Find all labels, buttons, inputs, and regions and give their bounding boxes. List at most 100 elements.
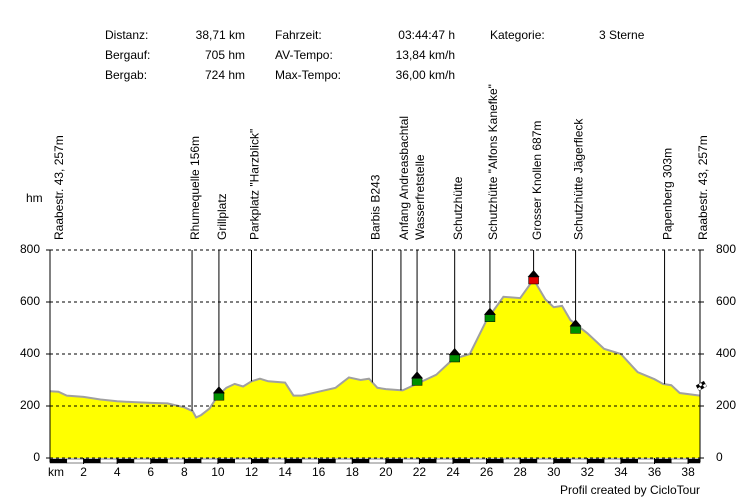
km-segment [637,458,655,464]
km-segment [536,458,554,464]
x-tick-label: 12 [245,465,259,479]
waypoint-label: Parkplatz "Harzblick" [248,129,262,240]
km-segment [133,458,151,464]
x-tick-label: 38 [681,465,695,479]
km-segment [587,458,605,464]
waypoint-roof [569,319,582,327]
x-tick-label: 26 [480,465,494,479]
km-segment [620,458,638,464]
waypoint-label: Wasserfretstelle [413,154,427,240]
km-segment [251,458,269,464]
km-segment [100,458,118,464]
y-tick-label: 800 [20,242,40,256]
km-segment [66,458,84,464]
y-tick-label-right: 400 [716,346,736,360]
waypoint-marker [528,276,539,285]
y-tick-label-right: 200 [716,398,736,412]
waypoint-label: Grosser Knollen 687m [530,121,544,240]
km-segment [184,458,202,464]
x-tick-label: 24 [446,465,460,479]
y-tick-label-right: 0 [716,450,723,464]
km-segment [335,458,353,464]
waypoint-label: Schutzhütte "Alfons Kanefke" [486,84,500,240]
km-segment [318,458,336,464]
finish-flag [695,380,707,392]
x-axis-label: km [48,465,64,479]
km-segment [452,458,471,464]
km-segment [351,458,370,464]
y-tick-label-right: 800 [716,242,736,256]
x-tick-label: 2 [80,465,87,479]
stat-label: Fahrzeit: [275,28,322,42]
km-segment [553,458,571,464]
km-segment [150,458,168,464]
km-segment [687,458,701,464]
x-tick-label: 32 [581,465,595,479]
y-tick-label: 400 [20,346,40,360]
km-segment [368,458,387,464]
area-fill [50,279,700,458]
stat-label: Bergauf: [105,48,150,62]
km-segment [49,458,68,464]
x-tick-label: 10 [211,465,225,479]
y-tick-label: 600 [20,294,40,308]
waypoint-label: Papenberg 303m [661,148,675,240]
x-tick-label: 8 [181,465,188,479]
waypoint-label: Barbis B243 [369,174,383,240]
km-segment [200,458,219,464]
waypoint-marker [411,378,423,386]
waypoint-marker [213,392,225,401]
y-tick-label: 0 [33,450,40,464]
x-tick-label: 16 [312,465,326,479]
waypoint-roof [483,307,496,315]
x-tick-label: 22 [413,465,427,479]
km-segment [385,458,403,464]
stat-value: 705 hm [205,48,245,62]
km-segment [654,458,672,464]
km-segment [570,458,588,464]
y-tick-label: 200 [20,398,40,412]
waypoint-marker [449,354,460,363]
stat-value: 3 Sterne [599,28,645,42]
km-segment [671,458,689,464]
stat-value: 36,00 km/h [396,68,455,82]
waypoint-label: Schutzhütte [451,176,465,240]
waypoint-roof [527,270,540,277]
x-tick-label: 4 [114,465,121,479]
y-axis-label: hm [26,191,43,205]
flag-cell [702,383,707,389]
y-tick-label-right: 600 [716,294,736,308]
stat-value: 38,71 km [196,28,245,42]
x-tick-label: 20 [379,465,393,479]
waypoint-roof [411,371,424,379]
waypoint-label: Grillplatz [215,193,229,240]
km-segment [419,458,437,464]
x-tick-label: 6 [147,465,154,479]
km-segment [519,458,538,464]
km-segment [83,458,101,464]
x-tick-label: 30 [547,465,561,479]
waypoint-label: Schutzhütte Jägerfleck [572,118,586,240]
km-segment [603,458,622,464]
x-tick-label: 28 [513,465,527,479]
waypoint-roof [212,386,225,394]
km-segment [402,458,420,464]
km-segment [469,458,487,464]
stat-label: Distanz: [105,28,148,42]
x-tick-label: 14 [278,465,292,479]
stat-label: AV-Tempo: [275,48,333,62]
km-segment [217,458,235,464]
km-segment [503,458,521,464]
km-segment [268,458,286,464]
km-segment [284,458,303,464]
waypoint-label: Raabestr. 43, 257m [52,135,66,240]
stat-value: 13,84 km/h [396,48,455,62]
waypoint-marker [484,314,496,322]
km-segment [167,458,185,464]
km-segment [234,458,252,464]
stat-value: 03:44:47 h [398,28,455,42]
x-tick-label: 34 [614,465,628,479]
km-segment [435,458,454,464]
stat-label: Bergab: [105,68,147,82]
